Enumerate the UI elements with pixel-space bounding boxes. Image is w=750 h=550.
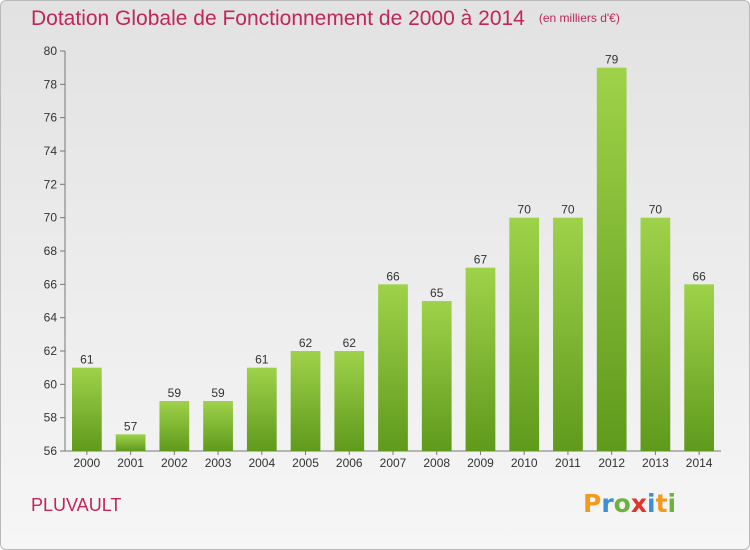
- data-label: 79: [605, 53, 619, 67]
- x-tick-label: 2014: [686, 456, 713, 470]
- x-tick-label: 2007: [380, 456, 407, 470]
- y-tick-label: 64: [44, 311, 58, 325]
- logo-letter: r: [601, 489, 614, 518]
- x-tick-label: 2001: [117, 456, 144, 470]
- y-tick-label: 72: [44, 177, 58, 191]
- data-label: 62: [343, 336, 357, 350]
- data-label: 59: [211, 386, 225, 400]
- data-label: 70: [518, 203, 532, 217]
- logo-letter: o: [613, 489, 631, 518]
- chart-labels: 2000 61 2001 57 2002 59 2003 59 2004 61 2005 62 2006…: [74, 53, 713, 470]
- data-label: 70: [649, 203, 663, 217]
- data-label: 66: [386, 269, 400, 283]
- data-label: 57: [124, 419, 138, 433]
- bar-2012: [596, 67, 627, 452]
- x-tick-label: 2009: [467, 456, 494, 470]
- bar-2006: [334, 351, 365, 451]
- x-tick-label: 2010: [511, 456, 538, 470]
- logo-letter: t: [655, 489, 668, 518]
- y-tick-label: 60: [44, 377, 58, 391]
- x-tick-label: 2012: [598, 456, 625, 470]
- logo-letter: i: [647, 489, 656, 518]
- y-tick-label: 70: [44, 211, 58, 225]
- data-label: 62: [299, 336, 313, 350]
- data-label: 66: [692, 269, 706, 283]
- logo-letter: P: [583, 489, 602, 518]
- x-tick-label: 2005: [292, 456, 319, 470]
- commune-name: PLUVAULT: [31, 495, 122, 515]
- x-tick-label: 2006: [336, 456, 363, 470]
- data-label: 61: [80, 353, 94, 367]
- proxiti-logo: Proxiti: [583, 489, 676, 518]
- x-tick-label: 2013: [642, 456, 669, 470]
- bar-2007: [378, 284, 408, 451]
- data-label: 67: [474, 253, 488, 267]
- chart-title-text: Dotation Globale de Fonctionnement de 20…: [31, 7, 525, 30]
- logo-letter: x: [630, 489, 647, 518]
- y-tick-label: 68: [44, 244, 58, 258]
- y-tick-label: 74: [44, 144, 58, 158]
- bar-2013: [640, 217, 671, 451]
- chart-title: Dotation Globale de Fonctionnement de 20…: [31, 7, 620, 31]
- x-tick-label: 2003: [205, 456, 232, 470]
- x-tick-label: 2000: [74, 456, 101, 470]
- bar-2002: [159, 401, 190, 451]
- y-tick-label: 56: [44, 444, 58, 458]
- bar-2005: [290, 351, 321, 451]
- logo-letter: i: [667, 489, 677, 518]
- bar-2014: [684, 284, 715, 451]
- bar-2009: [465, 267, 496, 451]
- y-tick-label: 58: [44, 411, 58, 425]
- data-label: 70: [561, 203, 575, 217]
- y-tick-label: 78: [44, 77, 58, 91]
- bar-2008: [421, 301, 452, 451]
- bar-2010: [509, 217, 540, 451]
- x-tick-label: 2008: [423, 456, 450, 470]
- chart-unit-label: (en milliers d'€): [538, 11, 620, 25]
- bar-2011: [553, 217, 583, 451]
- data-label: 65: [430, 286, 444, 300]
- bar-2004: [246, 367, 277, 451]
- x-tick-label: 2004: [248, 456, 275, 470]
- y-tick-label: 80: [44, 44, 58, 58]
- y-tick-label: 76: [44, 111, 58, 125]
- y-tick-label: 66: [44, 277, 58, 291]
- bar-2001: [115, 434, 146, 451]
- x-tick-label: 2011: [555, 456, 581, 470]
- y-tick-label: 62: [44, 344, 58, 358]
- data-label: 61: [255, 353, 269, 367]
- bar-2000: [71, 367, 102, 451]
- bar-2003: [203, 401, 233, 451]
- x-tick-label: 2002: [161, 456, 188, 470]
- data-label: 59: [168, 386, 182, 400]
- chart-bars: [71, 67, 715, 452]
